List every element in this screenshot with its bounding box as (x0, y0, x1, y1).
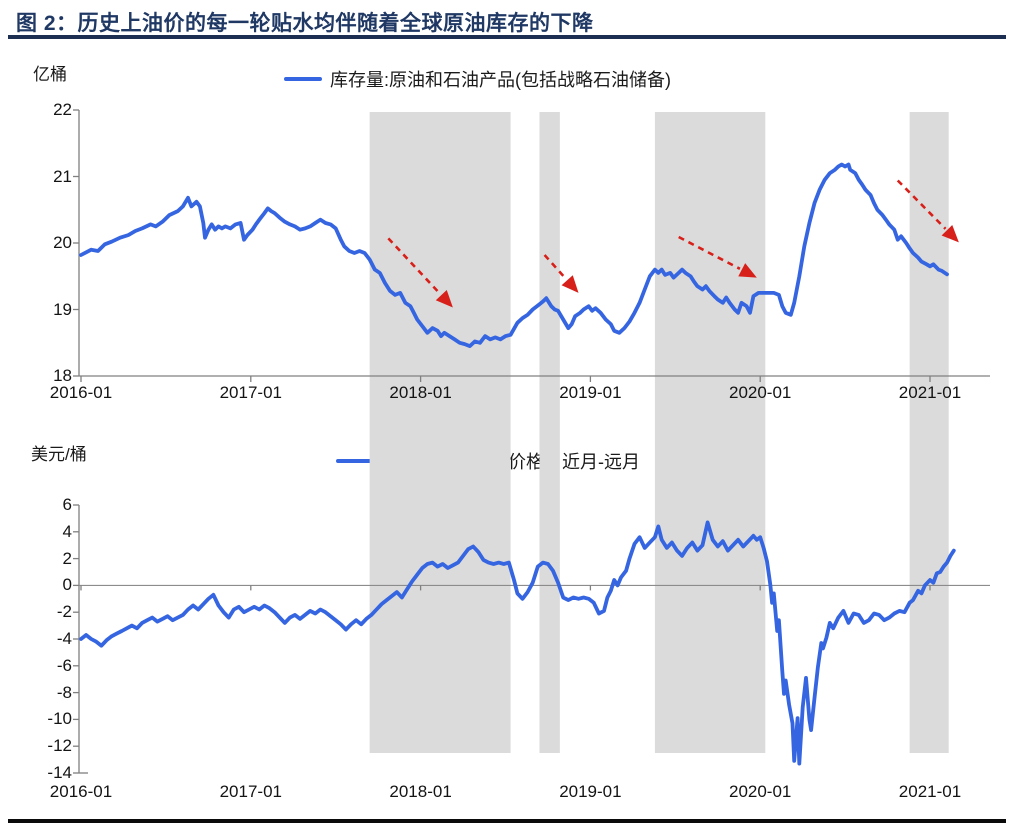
figure-title: 图 2：历史上油价的每一轮贴水均伴随着全球原油库存的下降 (16, 12, 594, 35)
bottom-x-tick-label: 2020-01 (728, 782, 792, 801)
top-legend-label: 库存量:原油和石油产品(包括战略石油储备) (330, 70, 671, 90)
bottom-y-tick-label: -8 (56, 682, 72, 702)
top-x-tick-label: 2016-01 (49, 383, 113, 402)
top-chart-unit-label: 亿桶 (33, 65, 67, 84)
bottom-y-tick-label: -6 (56, 655, 72, 675)
bottom-x-tick-label: 2021-01 (898, 782, 962, 801)
top-x-tick-label: 2017-01 (219, 383, 282, 402)
decline-arrow-head-icon (738, 263, 757, 278)
bottom-y-tick-label: 4 (62, 521, 72, 541)
bottom-x-tick-label: 2019-01 (559, 782, 622, 801)
highlight-band (654, 112, 766, 753)
bottom-y-tick-label: -14 (47, 763, 72, 782)
decline-arrow-shaft (678, 235, 741, 270)
highlight-band (369, 112, 511, 753)
figure-bottom-border (8, 819, 1006, 823)
bottom-chart-unit-label: 美元/桶 (31, 445, 87, 464)
top-x-tick-label: 2021-01 (898, 383, 962, 402)
legend-line-swatch-icon (284, 77, 322, 81)
decline-arrow-shaft (543, 254, 567, 280)
top-x-tick-label: 2019-01 (559, 383, 622, 402)
bottom-y-tick-label: -2 (56, 602, 72, 622)
bottom-x-tick-label: 2018-01 (389, 782, 452, 801)
top-y-tick-label: 19 (53, 299, 72, 319)
decline-arrow-shaft (896, 179, 947, 230)
top-y-tick-label: 20 (53, 233, 72, 252)
bottom-x-tick-label: 2016-01 (49, 782, 113, 801)
highlight-band (909, 112, 949, 753)
bottom-y-tick-label: -10 (47, 709, 72, 729)
top-x-tick-label: 2020-01 (728, 383, 792, 402)
bottom-y-tick-label: -12 (47, 736, 72, 756)
highlight-band (539, 112, 560, 753)
bottom-y-tick-label: 6 (62, 495, 72, 514)
bottom-y-tick-label: 2 (62, 548, 72, 568)
bottom-y-tick-label: 0 (62, 575, 72, 595)
top-x-tick-label: 2018-01 (389, 383, 452, 402)
brent-spread-line (79, 520, 956, 766)
decline-arrow-head-icon (561, 275, 579, 293)
top-y-tick-label: 18 (53, 366, 72, 385)
decline-arrow-shaft (387, 237, 441, 295)
legend-line-swatch-icon (336, 459, 374, 463)
bottom-y-tick-label: -4 (56, 629, 72, 648)
top-chart-legend: 库存量:原油和石油产品(包括战略石油储备) (284, 66, 671, 92)
top-y-tick-label: 22 (53, 100, 72, 119)
bottom-x-tick-label: 2017-01 (219, 782, 282, 801)
decline-arrow-head-icon (435, 289, 453, 308)
title-divider (8, 35, 1006, 39)
top-y-tick-label: 21 (53, 166, 72, 186)
decline-arrow-head-icon (941, 224, 959, 243)
inventory-line (79, 162, 949, 349)
